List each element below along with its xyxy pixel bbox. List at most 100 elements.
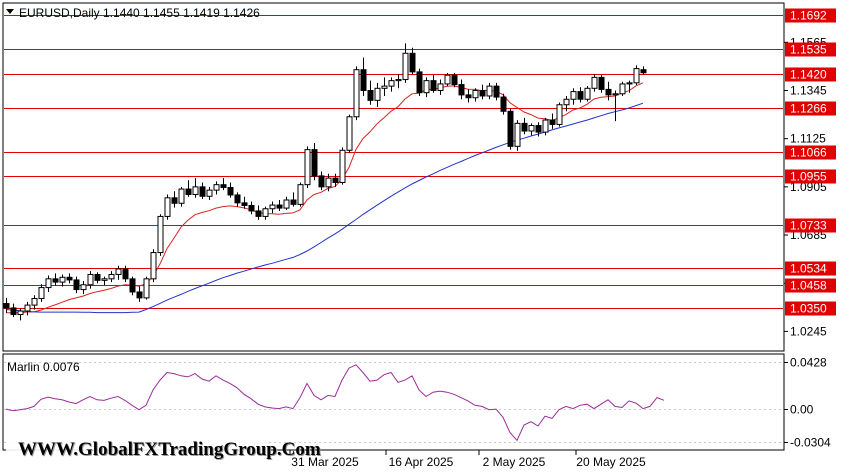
chart-title: EURUSD,Daily 1.1440 1.1455 1.1419 1.1426 (19, 6, 260, 20)
candle (486, 82, 493, 100)
level-label: 1.0955 (790, 170, 827, 184)
candle (24, 301, 31, 316)
candle-body-bearish (479, 90, 486, 97)
level-labels: 1.1692 1.1535 1.1420 1.1266 1.1066 1.0955 1.07… (785, 8, 836, 316)
candle (507, 108, 514, 150)
candle-body-bullish (80, 284, 87, 291)
candle-body-bullish (101, 278, 108, 281)
candle-body-bullish (402, 52, 409, 81)
indicator-tick-label: -0.0304 (790, 436, 831, 450)
candle-body-bullish (45, 278, 52, 289)
candle (549, 113, 556, 129)
level-label: 1.1420 (790, 68, 827, 82)
candle (360, 57, 367, 96)
candle-body-bullish (633, 68, 640, 84)
indicator-tick-label: 0.0428 (790, 356, 827, 370)
candle-body-bullish (626, 82, 633, 85)
collapse-arrow-icon[interactable] (6, 9, 14, 14)
candle (115, 265, 122, 280)
candle-body-bearish (493, 85, 500, 98)
candle-body-bullish (591, 76, 598, 89)
candle-body-bearish (451, 74, 458, 86)
candle (556, 102, 563, 127)
candle (192, 178, 199, 198)
candle-body-bullish (115, 268, 122, 275)
indicator-tick-label: 0.00 (790, 403, 814, 417)
candle (234, 192, 241, 207)
candle-body-bearish (276, 204, 283, 209)
candle (157, 214, 164, 256)
candle (465, 89, 472, 103)
candle-body-bullish (24, 304, 31, 312)
candle (45, 275, 52, 292)
candle-body-bearish (94, 273, 101, 281)
candle (101, 276, 108, 286)
candle-body-bearish (430, 80, 437, 91)
candle (535, 122, 542, 137)
candle-body-bullish (178, 188, 185, 204)
candle-body-bullish (213, 184, 220, 191)
candle-body-bullish (157, 215, 164, 254)
candle-body-bearish (52, 278, 59, 283)
level-label-bg (785, 278, 836, 293)
candle-body-bullish (164, 197, 171, 217)
candle (59, 274, 66, 287)
candle (619, 81, 626, 96)
candle (423, 77, 430, 98)
time-tick-label: 2 May 2025 (483, 455, 546, 469)
candle (388, 77, 395, 92)
time-tick-label: 20 May 2025 (576, 455, 646, 469)
candle-body-bullish (59, 276, 66, 283)
candle (500, 93, 507, 115)
candle (430, 75, 437, 93)
candle (248, 201, 255, 215)
candle (269, 201, 276, 214)
candle-body-bullish (304, 149, 311, 186)
candle (136, 286, 143, 302)
candle-body-bullish (143, 278, 150, 299)
candle-body-bearish (409, 52, 416, 73)
time-axis: 31 Mar 2025 16 Apr 2025 2 May 2025 20 May 2… (289, 450, 646, 469)
level-label: 1.0350 (790, 302, 827, 316)
watermark-box: WWW.GlobalFXTradingGroup.Com (6, 434, 321, 466)
candle-body-bullish (584, 87, 591, 100)
level-label: 1.0458 (790, 279, 827, 293)
candle (276, 199, 283, 211)
candle (605, 81, 612, 101)
candle (108, 271, 115, 283)
candle-body-bullish (381, 85, 388, 89)
candle (563, 95, 570, 112)
candle-body-bearish (640, 69, 647, 74)
candle (472, 88, 479, 102)
level-label: 1.0733 (790, 219, 827, 233)
candle-body-bearish (248, 204, 255, 212)
level-label-bg (785, 145, 836, 160)
candle-body-bearish (521, 122, 528, 132)
candle-body-bearish (199, 186, 206, 197)
candle-body-bullish (283, 199, 290, 209)
horizontal-levels (4, 15, 783, 309)
candle-body-bearish (171, 197, 178, 204)
candle (185, 180, 192, 197)
candle (3, 297, 10, 313)
candle-body-bullish (108, 273, 115, 280)
candle-body-bearish (255, 210, 262, 217)
level-label-bg (785, 67, 836, 82)
candle (262, 206, 269, 220)
candle-body-bearish (416, 71, 423, 94)
candle (332, 173, 339, 187)
level-label-bg (785, 8, 836, 23)
candle (612, 90, 619, 122)
watermark-text: WWW.GlobalFXTradingGroup.Com (18, 439, 321, 460)
level-label-bg (785, 301, 836, 316)
level-label-bg (785, 42, 836, 57)
candle (10, 303, 17, 318)
candle-body-bearish (290, 199, 297, 205)
candle-body-bearish (332, 177, 339, 183)
candle-body-bearish (185, 188, 192, 196)
candle-body-bullish (31, 298, 38, 306)
candle (178, 186, 185, 207)
candle (164, 194, 171, 220)
candle-body-bearish (220, 184, 227, 189)
